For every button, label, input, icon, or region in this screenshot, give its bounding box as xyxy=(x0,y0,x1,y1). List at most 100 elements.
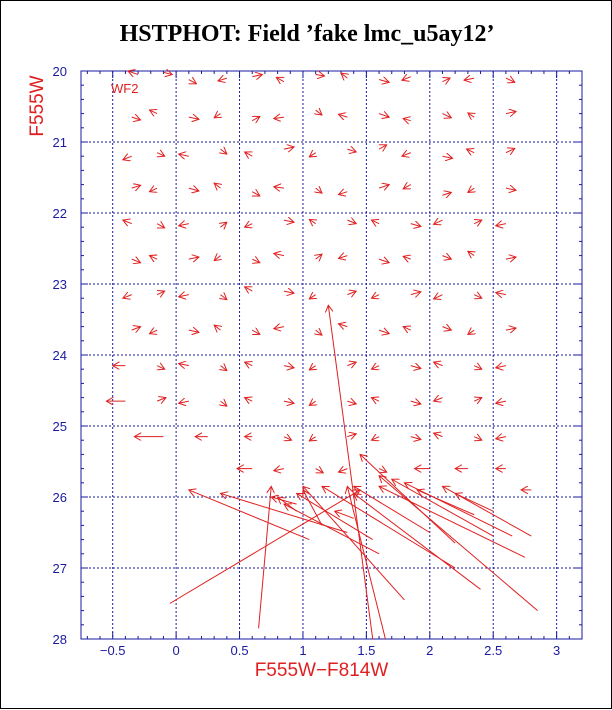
displacement-vector xyxy=(131,185,141,188)
displacement-vector xyxy=(309,401,315,405)
displacement-vector xyxy=(347,401,356,404)
displacement-vector xyxy=(341,73,347,78)
displacement-vector xyxy=(188,188,199,191)
displacement-vector xyxy=(221,149,227,154)
long-displacement-vector xyxy=(347,486,386,640)
grid-lines xyxy=(81,70,582,640)
displacement-vector xyxy=(214,183,220,188)
displacement-vector xyxy=(371,295,379,299)
displacement-vector xyxy=(338,469,348,473)
displacement-vector xyxy=(434,295,443,299)
displacement-vector xyxy=(245,398,253,402)
displacement-vector xyxy=(123,295,132,299)
displacement-vector xyxy=(315,75,325,76)
x-tick-label: −0.5 xyxy=(100,643,126,658)
displacement-vector xyxy=(505,328,516,330)
long-displacement-vector xyxy=(189,490,310,541)
displacement-vector xyxy=(338,114,348,117)
displacement-vector xyxy=(402,153,411,157)
x-tick-label: 2.5 xyxy=(484,643,502,658)
displacement-vector xyxy=(468,251,474,255)
displacement-vector xyxy=(378,185,389,189)
displacement-vector xyxy=(467,149,475,153)
displacement-vector xyxy=(442,327,451,331)
displacement-vector xyxy=(283,291,294,293)
x-tick-label: 1 xyxy=(299,643,306,658)
tick-labels: −0.5 0 0.5 1 1.5 2 2.5 3 20 21 22 23 24 25 26 27 28 xyxy=(53,64,561,658)
displacement-vector xyxy=(179,295,189,297)
displacement-vector xyxy=(245,224,253,228)
long-displacement-vector xyxy=(354,486,431,533)
displacement-vector xyxy=(410,292,421,295)
displacement-vector xyxy=(347,220,356,224)
displacement-vector xyxy=(284,437,292,441)
displacement-vector xyxy=(245,362,253,366)
displacement-vector xyxy=(157,366,165,370)
x-tick-label: 0 xyxy=(173,643,180,658)
displacement-vector xyxy=(131,327,141,331)
displacement-vector xyxy=(378,259,389,263)
y-tick-label: 28 xyxy=(53,632,67,647)
displacement-vector xyxy=(283,220,294,222)
displacement-vector xyxy=(245,287,253,291)
displacement-vector xyxy=(149,110,157,114)
displacement-vector xyxy=(214,325,220,330)
displacement-vector xyxy=(283,401,294,403)
displacement-vector xyxy=(188,330,199,332)
displacement-vector xyxy=(274,117,285,118)
displacement-vector xyxy=(338,324,348,327)
y-axis-title: F555W xyxy=(27,75,48,136)
displacement-vector xyxy=(402,77,411,81)
long-displacement-vector xyxy=(303,486,405,601)
displacement-vector xyxy=(252,192,260,196)
displacement-vector xyxy=(371,398,379,402)
displacement-vector xyxy=(309,437,315,441)
displacement-vector xyxy=(474,398,482,402)
long-displacement-vector xyxy=(303,490,323,526)
displacement-vector xyxy=(468,113,474,117)
displacement-vector xyxy=(505,257,516,259)
displacement-vector xyxy=(434,220,443,224)
displacement-vector xyxy=(505,78,515,82)
displacement-vector xyxy=(468,188,474,192)
displacement-vector xyxy=(496,366,507,368)
displacement-vector xyxy=(410,401,421,404)
x-axis-title: F555W−F814W xyxy=(255,660,389,681)
displacement-vector xyxy=(179,224,189,226)
displacement-vector xyxy=(316,254,322,259)
displacement-vector xyxy=(218,78,228,81)
displacement-vector xyxy=(410,366,421,369)
displacement-vector xyxy=(274,187,285,188)
displacement-vector xyxy=(149,330,157,334)
x-tick-label: 3 xyxy=(553,643,560,658)
displacement-vector xyxy=(464,78,475,80)
long-displacement-vector xyxy=(417,490,475,516)
long-displacement-vector xyxy=(379,486,526,558)
displacement-vector xyxy=(252,330,260,334)
displacement-vector xyxy=(378,114,389,118)
displacement-vector xyxy=(179,401,189,403)
displacement-vector xyxy=(505,188,516,190)
chip-label: WF2 xyxy=(111,81,138,96)
displacement-vector xyxy=(316,110,322,115)
displacement-vector xyxy=(221,366,227,371)
displacement-vector xyxy=(434,398,443,402)
displacement-vector xyxy=(316,469,324,473)
displacement-vector xyxy=(496,437,507,439)
displacement-vector xyxy=(157,291,165,295)
x-tick-label: 1.5 xyxy=(357,643,375,658)
displacement-vector xyxy=(274,469,285,471)
displacement-vector xyxy=(252,116,260,120)
displacement-vector xyxy=(188,257,199,259)
displacement-vector xyxy=(309,366,315,370)
long-displacement-vector xyxy=(360,454,456,544)
displacement-vector xyxy=(283,366,294,368)
displacement-vector xyxy=(157,153,165,157)
y-tick-label: 26 xyxy=(53,490,67,505)
displacement-vector xyxy=(131,117,141,120)
displacement-vector xyxy=(179,364,189,366)
displacement-vector xyxy=(149,256,157,260)
displacement-vector xyxy=(309,295,315,299)
